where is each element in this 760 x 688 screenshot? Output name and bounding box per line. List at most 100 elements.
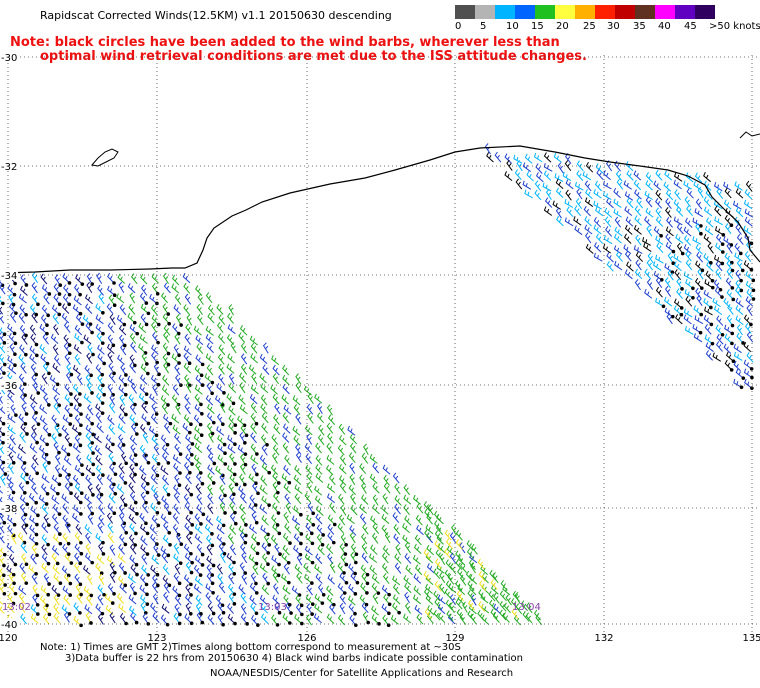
wind-barb [18, 482, 27, 495]
wind-barb [240, 613, 249, 626]
wind-barb [18, 585, 27, 596]
scale-swatch [595, 5, 615, 19]
wind-barb [239, 372, 247, 383]
wind-barb [10, 404, 18, 417]
wind-barb [634, 205, 642, 217]
latitude-label: -34 [1, 271, 17, 282]
wind-barb [151, 282, 160, 296]
wind-barb [238, 485, 246, 496]
wind-barb [118, 374, 128, 387]
wind-barb [467, 610, 475, 622]
wind-barb [603, 235, 613, 245]
wind-barb [172, 424, 181, 435]
wind-barb [533, 152, 543, 163]
wind-barb [208, 431, 214, 443]
wind-barb [392, 575, 401, 586]
scale-tick-label: 0 [455, 21, 462, 32]
wind-barb [74, 483, 84, 496]
wind-barb [107, 383, 115, 397]
wind-barb [644, 288, 653, 299]
wind-barb [437, 603, 446, 615]
wind-barb [704, 306, 713, 316]
wind-barb [456, 590, 464, 602]
wind-barb [251, 511, 259, 525]
wind-barb [163, 331, 170, 343]
wind-barb [261, 542, 271, 555]
wind-barb [6, 565, 16, 577]
wind-barb [405, 564, 413, 576]
wind-barb [404, 591, 410, 604]
wind-barb [229, 512, 238, 526]
wind-barb [315, 464, 323, 475]
wind-barb [30, 432, 39, 445]
wind-barb [500, 580, 508, 591]
wind-barb [127, 283, 136, 294]
wind-barb [745, 271, 756, 283]
wind-barb [76, 592, 83, 604]
wind-barb [283, 511, 290, 524]
wind-barb [185, 453, 194, 466]
wind-barb [394, 495, 402, 506]
wind-barb [655, 169, 663, 181]
wind-barb [129, 403, 137, 415]
wind-barb [185, 473, 192, 485]
wind-barb [128, 605, 137, 616]
wind-barb [694, 277, 704, 290]
wind-barb [703, 233, 712, 244]
wind-barb [226, 393, 236, 406]
wind-barb [381, 603, 391, 616]
wind-barb [735, 188, 744, 199]
wind-barb [465, 570, 473, 582]
wind-barb [616, 178, 624, 190]
wind-barb [217, 443, 227, 455]
wind-barb [250, 572, 258, 586]
wind-barb [284, 523, 292, 534]
wind-barb [361, 602, 369, 614]
wind-barb [109, 571, 116, 583]
wind-barb [404, 602, 411, 614]
wind-barb [259, 372, 267, 384]
wind-barb [0, 606, 5, 614]
wind-barb [218, 344, 226, 356]
wind-barb [31, 573, 38, 585]
wind-barb [172, 523, 181, 537]
wind-barb [174, 474, 182, 488]
wind-barb [557, 162, 564, 174]
wind-barb [51, 552, 60, 566]
wind-barb [305, 522, 314, 536]
wind-barb [733, 378, 744, 390]
wind-barb [63, 455, 72, 466]
wind-barb [20, 572, 29, 585]
wind-barb [174, 364, 181, 376]
wind-barb [119, 612, 128, 626]
wind-barb [228, 373, 235, 385]
wind-barb [19, 601, 26, 613]
wind-barb [43, 293, 50, 305]
wind-barb [664, 296, 673, 307]
wind-barb [196, 543, 205, 557]
wind-barb [74, 414, 83, 428]
wind-barb [423, 588, 432, 600]
wind-barb [272, 373, 280, 385]
wind-barb [703, 206, 713, 217]
wind-barb [543, 152, 552, 163]
wind-barb [51, 494, 60, 505]
wind-barb [248, 502, 257, 514]
wind-barb [743, 359, 754, 371]
wind-barb [61, 604, 72, 616]
wind-barb [714, 254, 725, 266]
wind-barb [595, 233, 604, 244]
wind-barb [53, 523, 62, 536]
wind-barb [359, 503, 367, 514]
wind-barb [194, 575, 203, 586]
wind-barb [139, 374, 148, 385]
scale-swatch [515, 5, 535, 19]
wind-barb [117, 273, 126, 284]
wind-barb [150, 304, 158, 316]
wind-barb [433, 568, 441, 580]
wind-barb [259, 594, 268, 605]
wind-barb [218, 542, 227, 556]
wind-barb [326, 404, 333, 416]
wind-barb [714, 287, 724, 299]
scale-swatch [655, 5, 675, 19]
